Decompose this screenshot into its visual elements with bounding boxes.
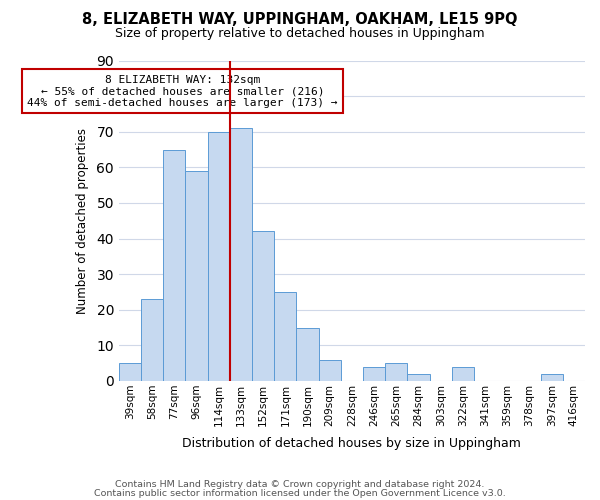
Bar xyxy=(163,150,185,381)
Bar xyxy=(230,128,252,381)
Text: Contains public sector information licensed under the Open Government Licence v3: Contains public sector information licen… xyxy=(94,488,506,498)
Bar xyxy=(452,366,474,381)
Bar xyxy=(385,363,407,381)
Bar xyxy=(141,299,163,381)
Bar xyxy=(252,232,274,381)
Bar xyxy=(274,292,296,381)
Text: Contains HM Land Registry data © Crown copyright and database right 2024.: Contains HM Land Registry data © Crown c… xyxy=(115,480,485,489)
Bar xyxy=(208,132,230,381)
Bar xyxy=(363,366,385,381)
Y-axis label: Number of detached properties: Number of detached properties xyxy=(76,128,89,314)
Text: Size of property relative to detached houses in Uppingham: Size of property relative to detached ho… xyxy=(115,28,485,40)
Bar xyxy=(407,374,430,381)
Bar xyxy=(119,363,141,381)
Bar xyxy=(319,360,341,381)
Text: 8 ELIZABETH WAY: 132sqm
← 55% of detached houses are smaller (216)
44% of semi-d: 8 ELIZABETH WAY: 132sqm ← 55% of detache… xyxy=(27,74,338,108)
X-axis label: Distribution of detached houses by size in Uppingham: Distribution of detached houses by size … xyxy=(182,437,521,450)
Text: 8, ELIZABETH WAY, UPPINGHAM, OAKHAM, LE15 9PQ: 8, ELIZABETH WAY, UPPINGHAM, OAKHAM, LE1… xyxy=(82,12,518,28)
Bar xyxy=(296,328,319,381)
Bar xyxy=(541,374,563,381)
Bar xyxy=(185,171,208,381)
